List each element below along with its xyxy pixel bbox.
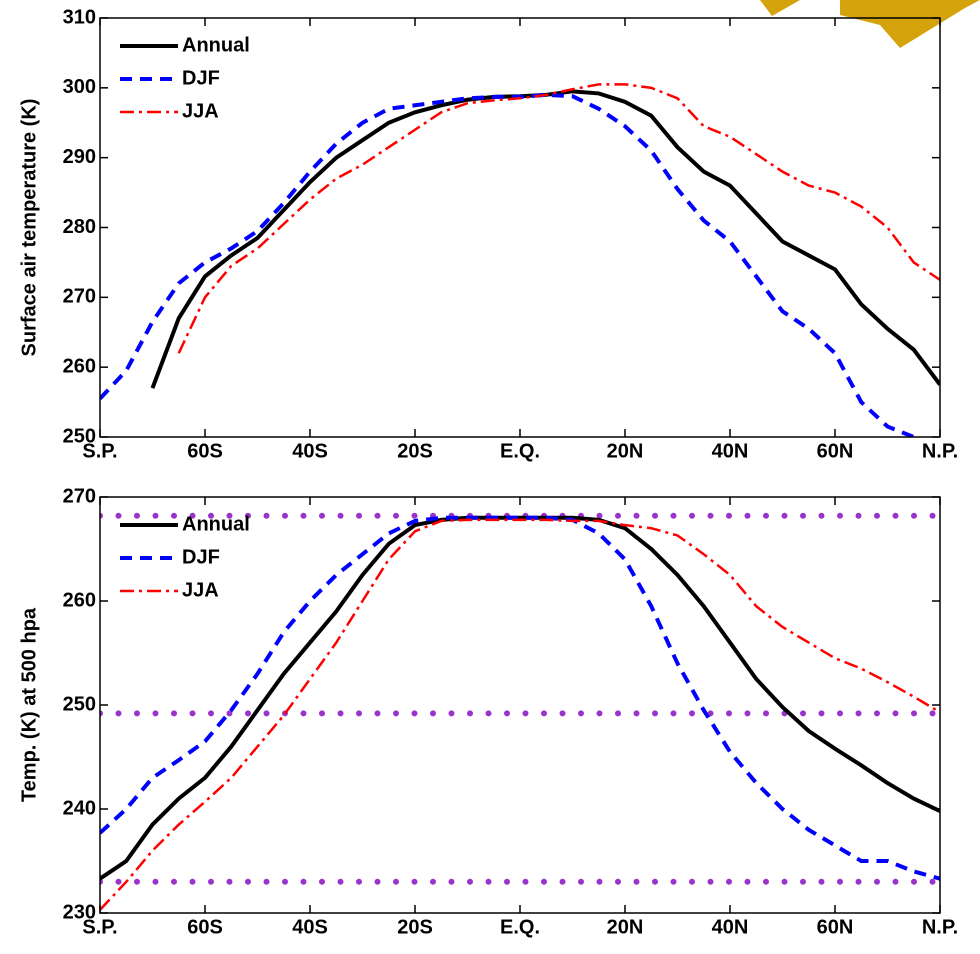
x-tick-label: 20N: [607, 440, 644, 462]
legend-label: Annual: [182, 34, 250, 56]
series-line: [150, 89, 940, 389]
x-tick-label: N.P.: [922, 440, 958, 462]
x-tick-label: 20S: [397, 916, 433, 938]
x-tick-label: 60N: [817, 440, 854, 462]
legend-label: JJA: [182, 100, 219, 122]
series-line: [100, 518, 940, 911]
y-tick-label: 270: [63, 485, 96, 507]
legend-label: Annual: [182, 513, 250, 535]
y-tick-label: 290: [63, 146, 96, 168]
x-tick-label: S.P.: [82, 440, 117, 462]
x-tick-label: 20S: [397, 440, 433, 462]
y-axis-label: Surface air temperature (K): [18, 99, 40, 357]
series-line: [177, 83, 940, 354]
series-line: [100, 515, 940, 881]
y-axis-label: Temp. (K) at 500 hpa: [18, 607, 40, 802]
legend-label: DJF: [182, 546, 220, 568]
x-tick-label: 60S: [187, 440, 223, 462]
sun-decoration: [760, 0, 980, 48]
x-tick-label: 60N: [817, 916, 854, 938]
x-tick-label: 40N: [712, 916, 749, 938]
axes-frame: [99, 496, 941, 914]
x-tick-label: 20N: [607, 916, 644, 938]
legend-label: DJF: [182, 67, 220, 89]
series-line: [100, 92, 915, 437]
x-tick-label: 40N: [712, 440, 749, 462]
y-tick-label: 270: [63, 286, 96, 308]
y-tick-label: 300: [63, 76, 96, 98]
y-tick-label: 260: [63, 589, 96, 611]
y-tick-label: 240: [63, 797, 96, 819]
y-tick-label: 250: [63, 425, 96, 447]
y-tick-label: 280: [63, 216, 96, 238]
plot-area: [100, 512, 940, 911]
x-tick-label: 40S: [292, 440, 328, 462]
x-tick-label: S.P.: [82, 916, 117, 938]
axes-frame: [99, 17, 941, 438]
x-tick-label: E.Q.: [500, 440, 540, 462]
plot-area: [100, 83, 940, 437]
y-tick-label: 230: [63, 901, 96, 923]
legend-label: JJA: [182, 579, 219, 601]
x-tick-label: N.P.: [922, 916, 958, 938]
x-tick-label: 40S: [292, 916, 328, 938]
x-tick-label: 60S: [187, 916, 223, 938]
y-tick-label: 260: [63, 355, 96, 377]
y-tick-label: 310: [63, 6, 96, 28]
x-tick-label: E.Q.: [500, 916, 540, 938]
series-line: [100, 515, 940, 881]
y-tick-label: 250: [63, 693, 96, 715]
